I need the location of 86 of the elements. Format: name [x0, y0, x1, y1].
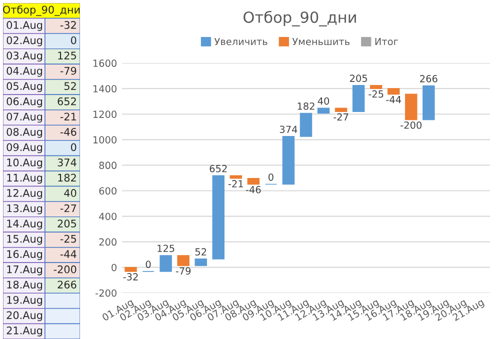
bar	[160, 255, 172, 272]
y-tick-label: 0	[112, 264, 116, 272]
bar	[370, 84, 382, 90]
bar	[334, 108, 348, 112]
bar	[282, 136, 295, 185]
data-label: 40	[64, 189, 76, 197]
y-tick-label: 800	[99, 162, 116, 170]
legend-label: Увеличить	[214, 38, 268, 46]
category-label: 06.Aug	[6, 97, 42, 108]
y-tick-label: 200	[99, 238, 116, 246]
bar	[212, 175, 224, 260]
data-label: -200	[54, 265, 76, 274]
legend-label: Итог	[375, 38, 398, 46]
data-label: 52	[195, 248, 206, 256]
data-label: -25	[368, 90, 384, 98]
category-label: 02.Aug	[6, 36, 42, 46]
category-label: 12.Aug	[7, 189, 42, 199]
category-label: 07.Aug	[6, 112, 42, 123]
data-label: -46	[246, 186, 261, 194]
data-label: -27	[334, 113, 348, 120]
y-tick-label: 600	[99, 187, 116, 195]
data-label: 0	[70, 36, 76, 44]
bar	[247, 178, 260, 185]
bar	[405, 94, 418, 120]
bar	[194, 258, 207, 266]
category-label: 14.Aug	[7, 220, 42, 230]
category-label: 10.Aug	[7, 158, 42, 168]
data-label: -27	[60, 204, 76, 212]
y-tick-label: 1400	[93, 85, 116, 92]
data-label: 40	[318, 97, 330, 105]
category-label: 05.Aug	[6, 82, 42, 92]
bar	[124, 266, 137, 272]
y-tick-label: 1000	[93, 136, 116, 144]
category-label: 04.Aug	[6, 66, 42, 77]
category-label: 13.Aug	[7, 204, 42, 214]
category-label: 08.Aug	[6, 128, 42, 138]
category-label: 01.Aug	[6, 21, 42, 31]
category-label: 15.Aug	[7, 235, 42, 245]
category-label: 09.Aug	[6, 143, 42, 154]
chart-title: Отбор_90_дни	[244, 10, 356, 26]
data-label: -44	[60, 250, 76, 258]
bar	[317, 108, 330, 114]
category-label: 11.Aug	[7, 174, 42, 184]
data-label: -44	[386, 96, 402, 104]
category-label: 16.Aug	[7, 250, 42, 260]
data-label: -200	[400, 121, 422, 129]
category-label: 17.Aug	[7, 266, 42, 276]
data-label: 0	[146, 260, 151, 268]
y-tick-label: 1200	[93, 110, 116, 118]
data-label: -46	[60, 128, 76, 136]
data-label: 374	[58, 158, 76, 166]
bar	[388, 88, 400, 95]
data-label: -79	[176, 267, 191, 275]
data-label: 182	[298, 102, 314, 110]
data-label: 205	[350, 74, 367, 82]
data-label: 266	[420, 75, 438, 82]
data-label: 374	[280, 126, 298, 134]
data-label: -21	[60, 112, 76, 120]
data-label: -79	[60, 66, 76, 75]
data-label: 266	[58, 280, 76, 289]
data-label: 182	[58, 174, 76, 182]
data-label: 0	[70, 143, 76, 152]
data-label: -32	[60, 21, 76, 29]
data-label: -32	[123, 273, 138, 280]
data-label: -25	[60, 234, 76, 243]
category-label: 21.Aug	[6, 326, 42, 336]
data-label: 125	[158, 244, 174, 252]
bar	[422, 85, 435, 120]
y-tick-label: -200	[96, 289, 116, 297]
bar	[177, 255, 190, 266]
data-label: 205	[58, 220, 76, 228]
bar	[352, 84, 365, 112]
y-tick-label: 1600	[93, 60, 116, 67]
category-label: 03.Aug	[6, 52, 42, 62]
data-label: 652	[58, 97, 76, 106]
text: Отбор_90_дни	[3, 5, 80, 16]
data-label: 0	[268, 173, 274, 181]
data-label: 125	[58, 52, 76, 60]
data-label: 52	[64, 82, 76, 90]
bar	[230, 175, 242, 179]
category-label: 18.Aug	[7, 280, 42, 291]
bar	[300, 112, 312, 137]
data-label: 652	[210, 164, 227, 172]
data-label: -21	[228, 180, 243, 188]
legend-label: Уменьшить	[292, 38, 350, 46]
y-tick-label: 400	[99, 212, 116, 220]
